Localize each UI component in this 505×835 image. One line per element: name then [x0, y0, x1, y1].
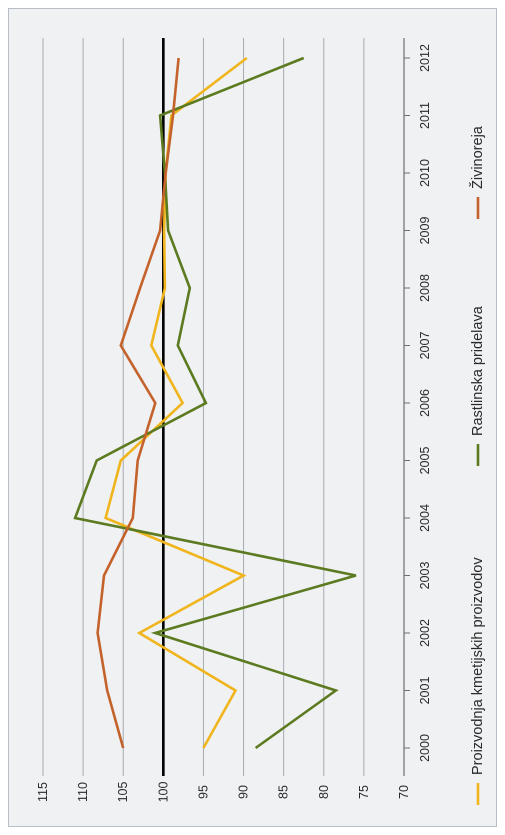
year-tick-label: 2009 [418, 217, 432, 245]
value-tick-label: 70 [397, 785, 411, 799]
value-tick-label: 85 [277, 785, 291, 799]
legend-item-livestock: Živinoreja [469, 125, 486, 219]
value-tick-label: 100 [156, 782, 170, 803]
year-tick-label: 2003 [418, 562, 432, 590]
value-tick-label: 110 [76, 782, 90, 802]
year-tick-label: 2005 [418, 447, 432, 475]
year-tick-label: 2001 [418, 677, 432, 705]
year-tick-label: 2010 [418, 159, 432, 187]
year-tick-label: 2011 [418, 102, 432, 129]
tick-labels: 115 110 105 100 95 90 85 80 75 70 2000 2001 2002 2003… [36, 44, 432, 802]
year-tick-label: 2007 [418, 332, 432, 360]
value-tick-label: 95 [196, 785, 210, 799]
year-tick-label: 2008 [418, 274, 432, 302]
value-tick-label: 105 [116, 782, 130, 803]
chart-frame [8, 8, 497, 827]
series-line-livestock [96, 57, 180, 749]
year-tick-label: 2000 [418, 734, 432, 762]
legend-label: Proizvodnja kmetijskih proizvodov [470, 557, 486, 775]
gridlines [42, 38, 365, 776]
value-tick-label: 115 [36, 782, 50, 802]
value-tick-label: 80 [317, 785, 331, 799]
year-tick-label: 2012 [418, 44, 432, 72]
legend-item-crop: Rastlinska pridelava [470, 305, 486, 466]
value-tick-label: 75 [357, 785, 371, 799]
year-tick-label: 2006 [418, 389, 432, 417]
value-tick-label: 90 [237, 785, 251, 799]
year-tick-label: 2004 [418, 504, 432, 532]
legend-item-production: Proizvodnja kmetijskih proizvodov [470, 557, 486, 805]
legend-label: Rastlinska pridelava [470, 305, 486, 436]
series-lines [73, 56, 357, 750]
legend-label: Živinoreja [469, 125, 486, 189]
legend: Proizvodnja kmetijskih proizvodov Rastlin… [469, 125, 486, 805]
year-tick-label: 2002 [418, 619, 432, 647]
